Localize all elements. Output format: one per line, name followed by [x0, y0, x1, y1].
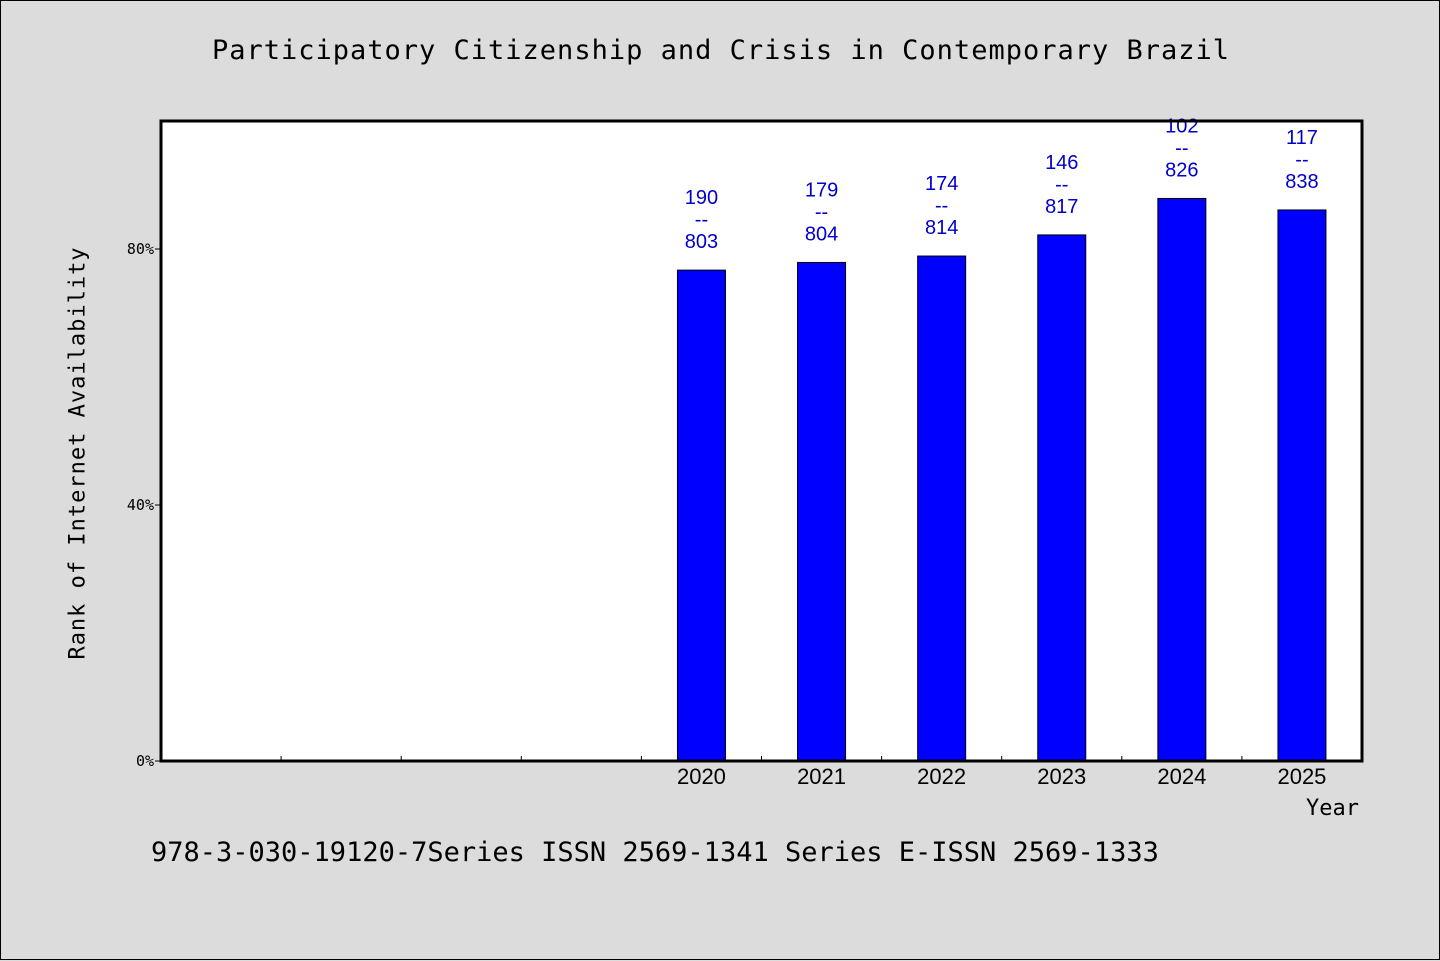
x-tick-label: 2024 [1157, 764, 1206, 789]
bar [1037, 234, 1087, 762]
data-label: 102 [1165, 115, 1198, 137]
bar [1157, 197, 1207, 762]
x-tick-label: 2020 [677, 764, 726, 789]
x-tick-label: 2023 [1037, 764, 1086, 789]
y-tick-label: 80% [127, 240, 154, 258]
plot-frame [159, 119, 1364, 763]
data-label: 826 [1165, 159, 1198, 181]
bar [676, 269, 726, 762]
chart-title: Participatory Citizenship and Crisis in … [211, 35, 1231, 66]
x-tick-label: 2021 [797, 764, 846, 789]
data-label: 804 [805, 223, 838, 245]
data-label: -- [1055, 174, 1068, 196]
x-tick-label: 2025 [1277, 764, 1326, 789]
data-label: 190 [685, 187, 718, 209]
bar [917, 255, 967, 762]
data-label: 146 [1045, 152, 1078, 174]
data-label: 803 [685, 231, 718, 253]
data-label: 838 [1285, 171, 1318, 193]
x-axis-label: Year [1306, 796, 1359, 821]
data-label: 117 [1286, 127, 1318, 149]
data-label: 814 [925, 217, 958, 239]
data-label: 817 [1045, 196, 1078, 218]
x-tick-label: 2022 [917, 764, 966, 789]
data-label: -- [1295, 149, 1308, 171]
y-tick-label: 0% [136, 752, 154, 770]
bar [797, 261, 847, 762]
data-label: -- [935, 195, 948, 217]
data-label: 174 [925, 173, 958, 195]
footer-text: 978-3-030-19120-7Series ISSN 2569-1341 S… [151, 837, 1159, 868]
data-label: -- [1175, 137, 1188, 159]
data-label: 179 [805, 179, 838, 201]
y-tick-label: 40% [127, 496, 154, 514]
data-label: -- [815, 201, 828, 223]
data-label: -- [695, 209, 708, 231]
bar [1277, 209, 1327, 762]
